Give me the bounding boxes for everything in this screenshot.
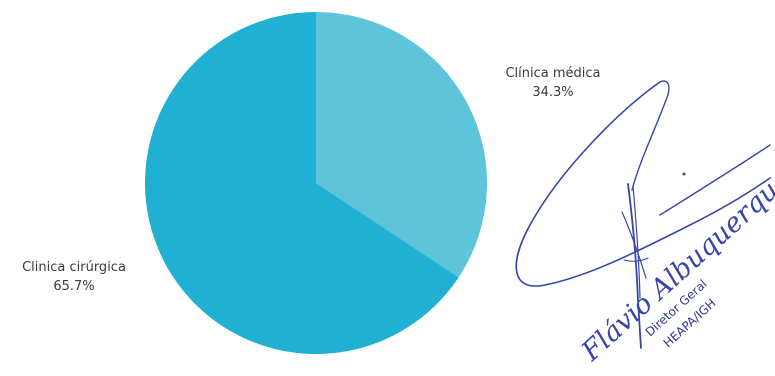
slice-category-label: Clinica cirúrgica [22,260,126,275]
slice-value-label: 34.3% [532,85,574,100]
slice-label-clinica-medica: Clínica médica 34.3% [478,64,628,102]
pie-slice-1 [145,12,459,354]
slice-label-clinica-cirurgica: Clinica cirúrgica 65.7% [0,258,148,296]
slice-value-label: 65.7% [53,279,95,294]
pie-slice-0 [316,12,487,278]
slice-category-label: Clínica médica [505,66,601,81]
